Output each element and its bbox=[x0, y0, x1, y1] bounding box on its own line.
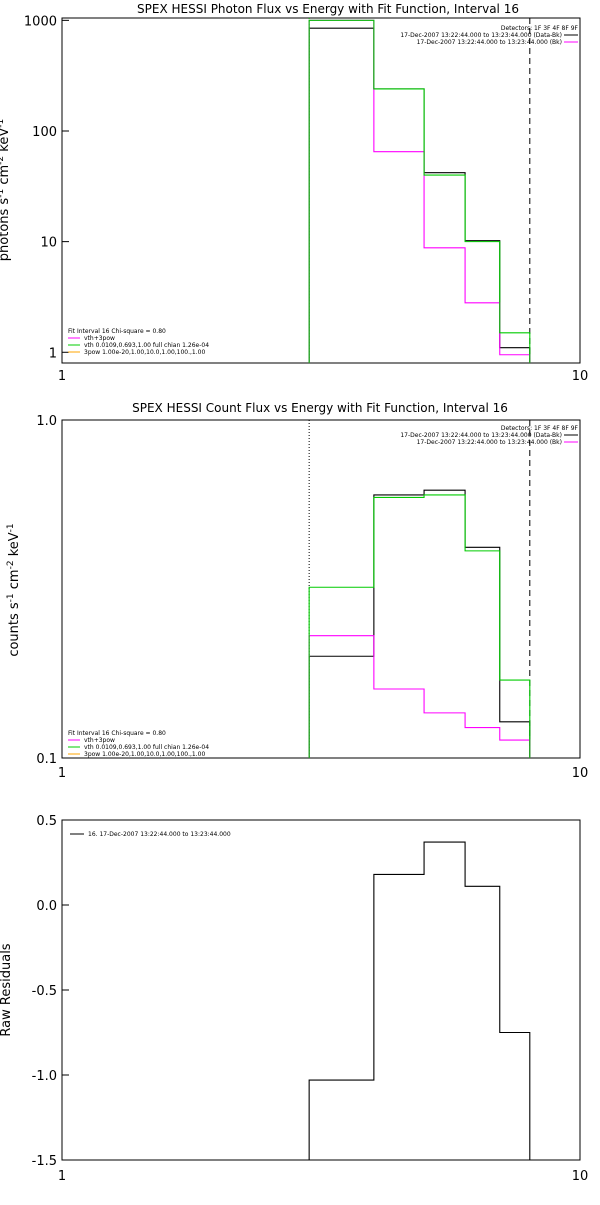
photon-series bbox=[308, 18, 531, 363]
photon-legend-3pow: 3pow 1.00e-20,1.00,10.0,1.00,100.,1.00 bbox=[84, 349, 205, 356]
count-legend-detectors: Detectors: 1F 3F 4F 8F 9F bbox=[501, 425, 579, 432]
count-legend-bottom: Fit Interval 16 Chi-square = 0.80 vth+3p… bbox=[68, 730, 209, 758]
residuals-legend: 16. 17-Dec-2007 13:22:44.000 to 13:23:44… bbox=[70, 831, 231, 838]
residuals-y-tick-neg-0-5: -0.5 bbox=[32, 984, 57, 999]
count-legend-vth: vth 0.0109,0.693,1.00 full chian 1.26e-0… bbox=[84, 744, 209, 751]
residuals-series-black bbox=[308, 841, 531, 1160]
photon-legend-data-bk: 17-Dec-2007 13:22:44.000 to 13:23:44.000… bbox=[400, 32, 562, 39]
count-legend-fit-interval: Fit Interval 16 Chi-square = 0.80 bbox=[68, 730, 166, 737]
count-flux-panel: SPEX HESSI Count Flux vs Energy with Fit… bbox=[6, 401, 588, 781]
count-plot-frame bbox=[61, 419, 581, 759]
count-legend-total: vth+3pow bbox=[84, 737, 115, 744]
photon-y-tick-1000: 1000 bbox=[24, 14, 57, 29]
photon-y-tick-100: 100 bbox=[32, 125, 57, 140]
photon-x-tick-10: 10 bbox=[572, 369, 589, 384]
count-y-axis-label: counts s-1 cm-2 keV-1 bbox=[6, 523, 22, 656]
photon-series-green bbox=[308, 19, 531, 363]
photon-legend-detectors: Detectors: 1F 3F 4F 8F 9F bbox=[501, 25, 579, 32]
count-x-tick-1: 1 bbox=[58, 766, 66, 781]
residuals-y-tick-0-0: 0.0 bbox=[36, 899, 57, 914]
photon-legend-top: Detectors: 1F 3F 4F 8F 9F 17-Dec-2007 13… bbox=[400, 25, 578, 46]
residuals-legend-text: 16. 17-Dec-2007 13:22:44.000 to 13:23:44… bbox=[88, 831, 231, 838]
count-legend-data-bk: 17-Dec-2007 13:22:44.000 to 13:23:44.000… bbox=[400, 432, 562, 439]
count-legend-3pow: 3pow 1.00e-20,1.00,10.0,1.00,100.,1.00 bbox=[84, 751, 205, 758]
photon-legend-bk: 17-Dec-2007 13:22:44.000 to 13:23:44.000… bbox=[417, 39, 562, 46]
photon-y-tick-10: 10 bbox=[40, 236, 57, 251]
photon-y-tick-1: 1 bbox=[49, 346, 57, 361]
photon-legend-bottom: Fit Interval 16 Chi-square = 0.80 vth+3p… bbox=[68, 328, 209, 356]
photon-legend-total: vth+3pow bbox=[84, 335, 115, 342]
residuals-y-tick-neg-1-0: -1.0 bbox=[32, 1069, 57, 1084]
count-series-green bbox=[308, 494, 531, 758]
residuals-y-tick-neg-1-5: -1.5 bbox=[32, 1154, 57, 1169]
count-series-black bbox=[308, 489, 531, 758]
count-legend-top: Detectors: 1F 3F 4F 8F 9F 17-Dec-2007 13… bbox=[400, 425, 578, 446]
residuals-x-tick-10: 10 bbox=[572, 1169, 589, 1184]
residuals-x-tick-1: 1 bbox=[58, 1169, 66, 1184]
photon-y-ticks: 1 10 100 1000 bbox=[24, 14, 69, 361]
count-y-tick-0-1: 0.1 bbox=[36, 752, 57, 767]
count-x-tick-10: 10 bbox=[572, 766, 589, 781]
photon-plot-frame bbox=[61, 17, 581, 364]
residuals-series bbox=[308, 841, 531, 1160]
photon-series-black bbox=[308, 27, 531, 363]
count-series bbox=[308, 420, 531, 758]
count-y-ticks: 0.1 1.0 bbox=[36, 414, 69, 767]
residuals-y-tick-0-5: 0.5 bbox=[36, 814, 57, 829]
photon-y-axis-label: photons s-1 cm-2 keV-1 bbox=[0, 119, 12, 261]
count-series-magenta bbox=[308, 635, 531, 758]
count-y-tick-1-0: 1.0 bbox=[36, 414, 57, 429]
residuals-panel: Raw Residuals 1 10 0.5 0.0 -0.5 -1.0 -1.… bbox=[0, 814, 588, 1184]
photon-legend-vth: vth 0.0109,0.693,1.00 full chian 1.26e-0… bbox=[84, 342, 209, 349]
photon-panel-title: SPEX HESSI Photon Flux vs Energy with Fi… bbox=[137, 2, 519, 16]
residuals-y-ticks: 0.5 0.0 -0.5 -1.0 -1.5 bbox=[32, 814, 69, 1169]
photon-x-tick-1: 1 bbox=[58, 369, 66, 384]
photon-flux-panel: SPEX HESSI Photon Flux vs Energy with Fi… bbox=[0, 2, 588, 384]
count-panel-title: SPEX HESSI Count Flux vs Energy with Fit… bbox=[132, 401, 508, 415]
photon-legend-fit-interval: Fit Interval 16 Chi-square = 0.80 bbox=[68, 328, 166, 335]
count-legend-bk: 17-Dec-2007 13:22:44.000 to 13:23:44.000… bbox=[417, 439, 562, 446]
residuals-y-axis-label: Raw Residuals bbox=[0, 943, 14, 1036]
